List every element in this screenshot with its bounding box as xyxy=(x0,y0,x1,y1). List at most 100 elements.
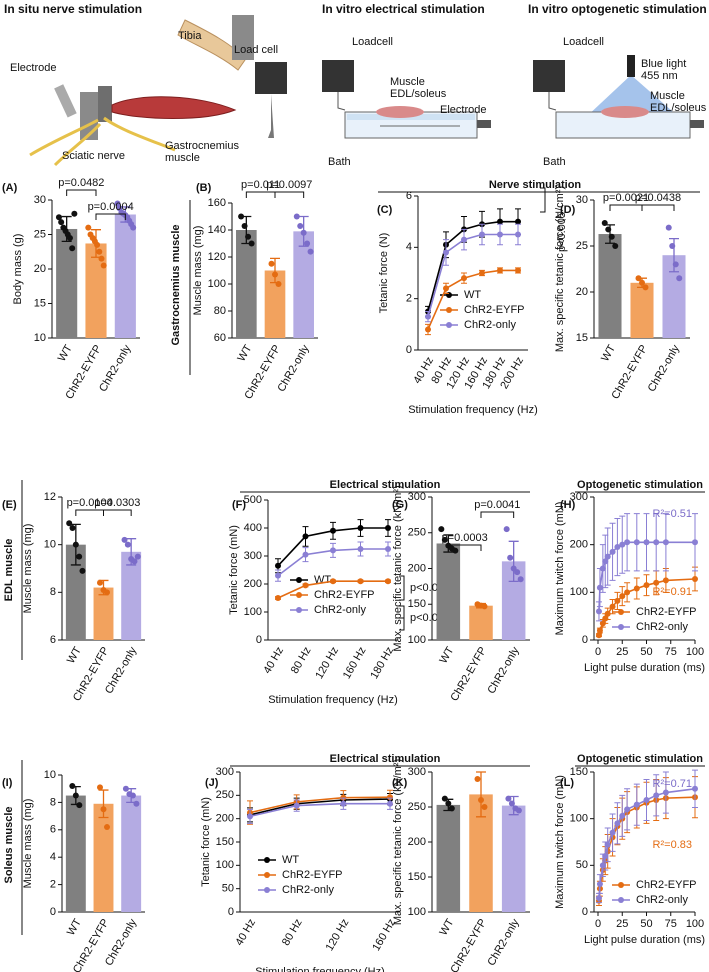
data-point xyxy=(604,841,611,848)
data-point xyxy=(300,229,307,236)
error-bar xyxy=(476,771,486,818)
y-tick-label: 250 xyxy=(408,801,426,813)
x-tick-label: 50 xyxy=(640,918,652,930)
data-point xyxy=(461,236,467,243)
illustration-label: Loadcell xyxy=(563,36,604,48)
data-point xyxy=(72,792,79,799)
data-point xyxy=(643,582,650,589)
x-tick-label: 40 Hz xyxy=(261,645,286,676)
data-point xyxy=(441,536,448,543)
bar xyxy=(501,805,526,912)
significance-bracket xyxy=(75,509,104,516)
x-tick-label: WT xyxy=(438,917,457,938)
data-point xyxy=(508,800,515,807)
data-point xyxy=(479,270,485,276)
panel-label: (H) xyxy=(560,499,576,511)
illustration-label: Bath xyxy=(328,156,351,168)
data-point xyxy=(129,792,136,799)
legend-marker xyxy=(618,624,624,630)
data-point xyxy=(330,547,336,554)
panel-label: (C) xyxy=(377,204,393,216)
legend-marker xyxy=(446,322,452,328)
data-point xyxy=(121,536,128,543)
illustration-optogenetic xyxy=(533,55,704,139)
data-point xyxy=(596,627,603,634)
data-point xyxy=(448,805,455,812)
x-tick-label: 100 xyxy=(686,918,704,930)
y-tick-label: 100 xyxy=(408,634,426,646)
annotation: R²=0.71 xyxy=(653,778,692,790)
bar xyxy=(436,804,461,912)
data-point xyxy=(653,539,660,546)
y-tick-label: 100 xyxy=(244,606,262,618)
bar xyxy=(293,231,314,338)
illustration-title: In vitro electrical stimulation xyxy=(322,2,485,16)
x-tick-label: ChR2-only xyxy=(485,645,522,696)
data-point xyxy=(96,248,103,255)
section-title: Electrical stimulation xyxy=(330,479,441,491)
y-tick-label: 30 xyxy=(34,194,46,206)
p-value: p=0.0104 xyxy=(67,497,113,509)
section-title: Optogenetic stimulation xyxy=(577,479,703,491)
data-point xyxy=(624,806,631,813)
data-point xyxy=(595,895,602,901)
data-point xyxy=(662,539,669,546)
x-tick-label: 75 xyxy=(665,918,677,930)
section-title: Electrical stimulation xyxy=(330,753,441,765)
y-tick-label: 100 xyxy=(570,586,588,598)
y-axis-label: Max. specific tetanic force (kN/m²) xyxy=(392,485,404,651)
data-point xyxy=(595,608,602,615)
y-axis-label: Muscle mass (mg) xyxy=(22,524,34,614)
y-tick-label: 10 xyxy=(44,539,56,551)
y-tick-label: 200 xyxy=(570,539,588,551)
data-point xyxy=(104,589,110,596)
y-tick-label: 0 xyxy=(582,906,588,918)
data-point xyxy=(425,326,431,333)
x-axis-label: Light pulse duration (ms) xyxy=(584,662,705,674)
y-tick-label: 300 xyxy=(570,491,588,503)
x-tick-label: 25 xyxy=(616,646,628,658)
x-tick-label: 50 xyxy=(640,646,652,658)
y-tick-label: 80 xyxy=(214,305,226,317)
data-point xyxy=(642,284,649,291)
section-title: Gastrocnemius muscle xyxy=(170,224,182,345)
y-tick-label: 0 xyxy=(582,634,588,646)
data-point xyxy=(330,578,336,585)
illustration-label: Muscle EDL/soleus xyxy=(390,76,447,100)
y-tick-label: 0 xyxy=(406,344,412,356)
data-point xyxy=(357,525,364,531)
p-value: p=0.011 xyxy=(241,179,280,191)
p-value: p=0.0004 xyxy=(88,201,134,213)
data-point xyxy=(478,797,484,803)
y-tick-label: 15 xyxy=(576,332,588,344)
legend-label: ChR2-only xyxy=(314,604,366,616)
x-tick-label: WT xyxy=(599,343,618,364)
y-tick-label: 12 xyxy=(44,491,56,503)
x-tick-label: 120 Hz xyxy=(313,645,341,681)
data-point xyxy=(497,267,503,274)
series-line xyxy=(249,796,391,814)
data-point xyxy=(304,240,311,247)
y-tick-label: 10 xyxy=(44,769,56,781)
data-point xyxy=(385,578,391,585)
y-tick-label: 6 xyxy=(50,634,56,646)
x-tick-label: WT xyxy=(438,645,457,666)
x-tick-label: WT xyxy=(236,343,255,364)
data-point xyxy=(609,603,616,610)
data-point xyxy=(58,219,65,226)
p-value: p=0.0438 xyxy=(635,192,681,204)
bar xyxy=(93,587,114,640)
illustration-label: Load cell xyxy=(234,44,279,56)
y-tick-label: 20 xyxy=(34,263,46,275)
data-point xyxy=(441,795,448,802)
legend-marker xyxy=(264,887,270,893)
illustration-label: Loadcell xyxy=(352,36,393,48)
y-tick-label: 50 xyxy=(222,883,234,895)
illustration-title: In vitro optogenetic stimulation xyxy=(528,2,707,16)
data-point xyxy=(79,567,86,574)
bar xyxy=(114,214,136,338)
data-point xyxy=(497,231,503,238)
y-tick-label: 100 xyxy=(570,813,588,825)
data-point xyxy=(614,597,621,604)
